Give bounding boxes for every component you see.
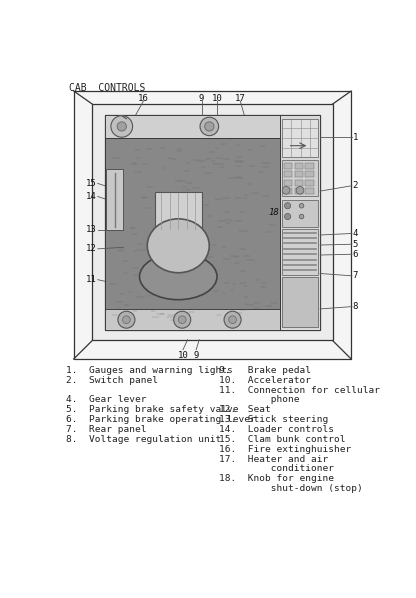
Bar: [305, 171, 314, 177]
Circle shape: [178, 316, 186, 324]
Text: 2: 2: [353, 181, 358, 190]
Bar: [282, 229, 318, 275]
Circle shape: [123, 316, 130, 324]
Text: 13.  Stick steering: 13. Stick steering: [219, 415, 328, 424]
Text: 8.  Voltage regulation unit: 8. Voltage regulation unit: [66, 435, 221, 444]
Bar: [105, 309, 280, 331]
Bar: [155, 192, 201, 230]
Text: 18.  Knob for engine: 18. Knob for engine: [219, 474, 334, 483]
Bar: [284, 179, 292, 186]
Text: 9: 9: [193, 351, 199, 360]
Bar: [282, 160, 318, 197]
Text: 11: 11: [86, 275, 97, 284]
Text: shut-down (stop): shut-down (stop): [219, 484, 362, 493]
Text: 10.  Accelerator: 10. Accelerator: [219, 376, 311, 385]
Circle shape: [117, 122, 126, 131]
Text: 7.  Rear panel: 7. Rear panel: [66, 425, 146, 434]
Text: 1: 1: [353, 133, 358, 142]
Bar: [282, 200, 318, 227]
Text: 5: 5: [353, 240, 358, 249]
Bar: [280, 115, 320, 331]
Text: 9: 9: [199, 94, 204, 103]
Text: 11.  Connection for cellular: 11. Connection for cellular: [219, 386, 380, 395]
Text: CAB  CONTROLS: CAB CONTROLS: [69, 83, 146, 93]
Text: 10: 10: [178, 351, 188, 360]
Text: 13: 13: [86, 225, 97, 234]
Bar: [295, 163, 303, 169]
Circle shape: [118, 311, 135, 328]
Text: phone: phone: [219, 395, 299, 404]
Text: 6.  Parking brake operating lever: 6. Parking brake operating lever: [66, 415, 256, 424]
Circle shape: [173, 311, 191, 328]
Text: 16: 16: [138, 94, 149, 103]
Text: 7: 7: [353, 271, 358, 280]
Text: 6: 6: [353, 250, 358, 259]
Circle shape: [282, 187, 290, 194]
Circle shape: [224, 311, 241, 328]
Text: 4.  Gear lever: 4. Gear lever: [66, 395, 146, 404]
Bar: [284, 171, 292, 177]
Bar: [282, 277, 318, 327]
Bar: [282, 119, 318, 157]
Circle shape: [299, 214, 304, 219]
Circle shape: [299, 203, 304, 208]
Ellipse shape: [139, 254, 217, 300]
Bar: [284, 188, 292, 194]
Text: 2.  Switch panel: 2. Switch panel: [66, 376, 158, 385]
Bar: [92, 104, 332, 340]
Text: 1.  Gauges and warning lights: 1. Gauges and warning lights: [66, 366, 233, 375]
Bar: [295, 171, 303, 177]
Bar: [105, 138, 280, 331]
Bar: [305, 163, 314, 169]
Bar: [284, 163, 292, 169]
Bar: [295, 188, 303, 194]
Bar: [295, 179, 303, 186]
Text: conditioner: conditioner: [219, 465, 334, 474]
Circle shape: [200, 117, 219, 136]
Text: 10: 10: [212, 94, 223, 103]
Bar: [106, 169, 123, 230]
Bar: [305, 179, 314, 186]
Circle shape: [111, 115, 133, 137]
Text: 16.  Fire extinghuisher: 16. Fire extinghuisher: [219, 445, 351, 454]
Text: 4: 4: [353, 229, 358, 238]
Text: 8: 8: [353, 302, 358, 311]
Circle shape: [285, 203, 291, 209]
Text: 12: 12: [86, 245, 97, 254]
Bar: [105, 115, 280, 138]
Circle shape: [296, 187, 304, 194]
Text: 9.   Brake pedal: 9. Brake pedal: [219, 366, 311, 375]
Ellipse shape: [147, 219, 209, 273]
Bar: [305, 188, 314, 194]
Bar: [105, 115, 320, 331]
Circle shape: [285, 213, 291, 219]
Text: 17.  Heater and air: 17. Heater and air: [219, 454, 328, 463]
Text: 15.  Clam bunk control: 15. Clam bunk control: [219, 435, 345, 444]
Circle shape: [205, 122, 214, 131]
Bar: [74, 91, 351, 359]
Text: 18: 18: [268, 208, 279, 217]
Text: 17: 17: [235, 94, 246, 103]
Text: 5.  Parking brake safety valve: 5. Parking brake safety valve: [66, 405, 238, 414]
Text: 15: 15: [86, 179, 97, 188]
Text: 12.  Seat: 12. Seat: [219, 405, 270, 414]
Circle shape: [112, 117, 131, 136]
Text: 14: 14: [86, 192, 97, 201]
Circle shape: [229, 316, 236, 324]
Text: 14.  Loader controls: 14. Loader controls: [219, 425, 334, 434]
